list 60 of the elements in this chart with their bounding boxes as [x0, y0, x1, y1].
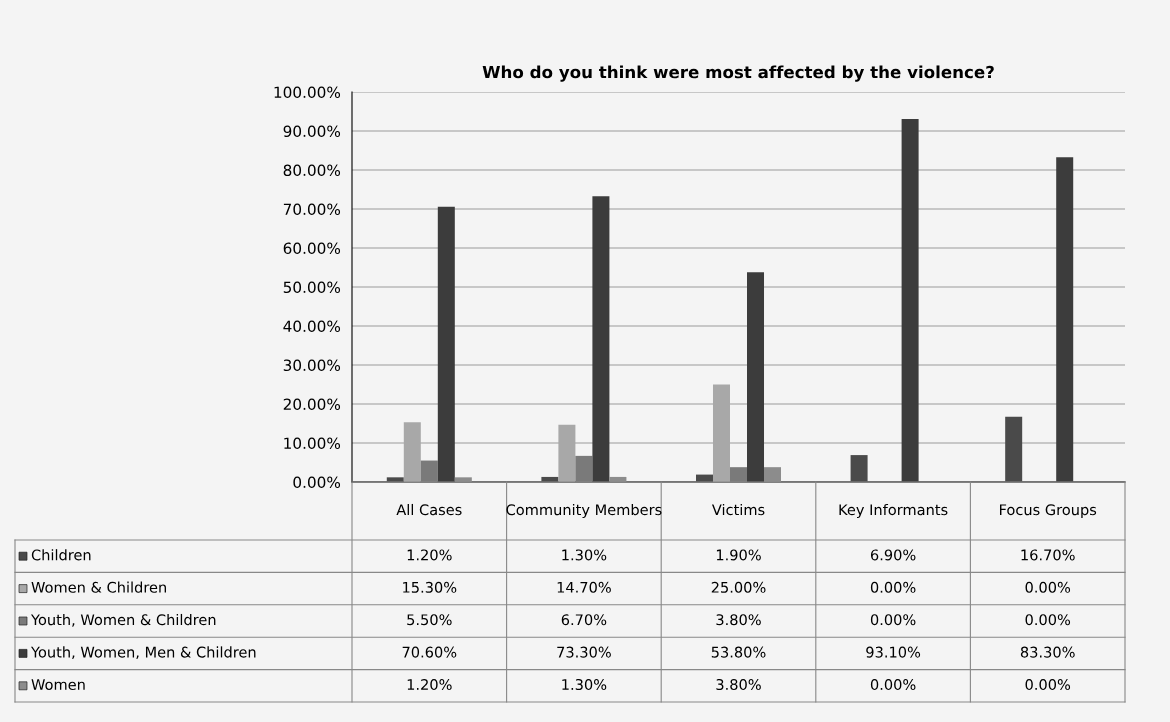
data-label: 83.30%	[1020, 646, 1075, 658]
y-tick-label: 80.00%	[283, 164, 341, 177]
bar	[850, 455, 868, 482]
bar	[592, 196, 610, 482]
legend-label: Women & Children	[31, 581, 166, 593]
data-label: 15.30%	[403, 581, 457, 593]
data-label: 1.20%	[407, 549, 452, 561]
legend-label: Youth, Women, Men & Children	[30, 646, 256, 660]
x-tick-label: Key Informants	[839, 503, 948, 519]
y-tick-label: 10.00%	[284, 437, 341, 450]
bar	[403, 422, 421, 482]
data-label: 25.00%	[711, 581, 766, 593]
bar	[420, 460, 438, 482]
x-tick-label: Focus Groups	[1000, 504, 1097, 519]
bar	[575, 455, 593, 482]
data-label: 0.00%	[870, 679, 916, 691]
y-tick-label: 20.00%	[283, 398, 341, 411]
x-tick-label: All Cases	[396, 503, 462, 516]
data-label: 3.80%	[716, 614, 761, 626]
legend-label: Youth, Women & Children	[30, 613, 216, 627]
x-tick-label: Victims	[711, 503, 765, 516]
data-label: 16.70%	[1021, 549, 1075, 561]
data-label: 14.70%	[557, 581, 611, 593]
data-label: 73.30%	[557, 646, 611, 658]
bar	[1056, 157, 1074, 482]
bar	[747, 272, 765, 482]
y-tick-label: 50.00%	[283, 281, 341, 294]
y-tick-label: 40.00%	[283, 320, 341, 333]
data-label: 0.00%	[1025, 679, 1071, 691]
bar	[730, 467, 747, 482]
data-label: 5.50%	[407, 614, 452, 626]
data-label: 70.60%	[402, 646, 457, 658]
data-label: 1.90%	[716, 549, 761, 561]
bar	[437, 206, 455, 482]
y-tick-label: 70.00%	[283, 203, 341, 216]
y-tick-label: 90.00%	[283, 125, 341, 138]
bar	[1005, 416, 1023, 482]
bar	[712, 384, 730, 482]
chart-title: Who do you think were most affected by the violence?	[482, 65, 994, 82]
data-label: 6.70%	[561, 614, 607, 626]
data-label: 6.90%	[870, 549, 916, 561]
data-label: 0.00%	[870, 581, 916, 593]
legend-label: Children	[31, 549, 91, 561]
data-label: 93.10%	[866, 646, 921, 658]
bar	[901, 118, 919, 482]
bar	[558, 424, 576, 482]
data-label: 53.80%	[711, 646, 766, 658]
y-tick-label: 60.00%	[283, 242, 341, 255]
data-label: 0.00%	[1025, 614, 1071, 626]
data-label: 1.30%	[562, 549, 607, 561]
y-tick-label: 0.00%	[293, 476, 341, 489]
x-tick-label: Community Members	[506, 503, 662, 519]
data-label: 1.20%	[407, 679, 452, 691]
y-tick-label: 30.00%	[283, 359, 341, 372]
data-label: 1.30%	[562, 679, 607, 691]
y-tick-label: 100.00%	[274, 86, 341, 99]
legend-label: Women	[31, 679, 85, 691]
data-label: 0.00%	[1025, 581, 1071, 593]
data-label: 0.00%	[870, 614, 916, 626]
data-label: 3.80%	[716, 679, 761, 691]
